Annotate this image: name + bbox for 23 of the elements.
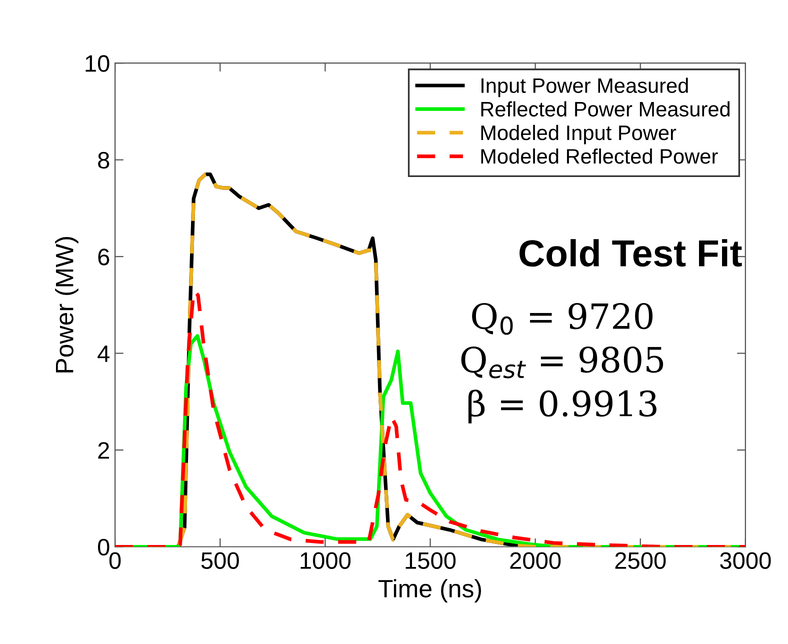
legend-label: Modeled Reflected Power (481, 148, 718, 164)
x-axis-title: Time (ns) (378, 579, 482, 602)
annotation: Cold Test Fit (520, 239, 742, 267)
annotation: Q$_{0}$ = 9720 (472, 302, 653, 335)
legend-label: Reflected Power Measured (481, 101, 730, 117)
y-tick-label: 2 (98, 442, 110, 459)
legend-label: Input Power Measured (482, 78, 688, 98)
y-tick-label: 8 (98, 152, 110, 169)
annotation: Q$_{est}$ = 9805 (461, 346, 664, 378)
y-tick-label: 10 (86, 55, 110, 72)
y-tick-label: 0 (98, 538, 110, 556)
x-tick-label: 2500 (615, 552, 666, 569)
legend-label: Modeled Input Power (481, 124, 676, 144)
x-tick-label: 1500 (406, 552, 456, 569)
x-tick-label: 2000 (510, 552, 561, 569)
y-tick-label: 4 (98, 346, 110, 362)
x-tick-label: 1000 (300, 552, 351, 569)
annotation: β = 0.9913 (468, 390, 656, 424)
x-tick-label: 3000 (720, 552, 771, 569)
y-tick-label: 6 (98, 248, 110, 266)
x-tick-label: 0 (109, 552, 121, 569)
x-tick-label: 500 (201, 552, 239, 569)
y-axis-title: Power (MW) (55, 237, 78, 372)
